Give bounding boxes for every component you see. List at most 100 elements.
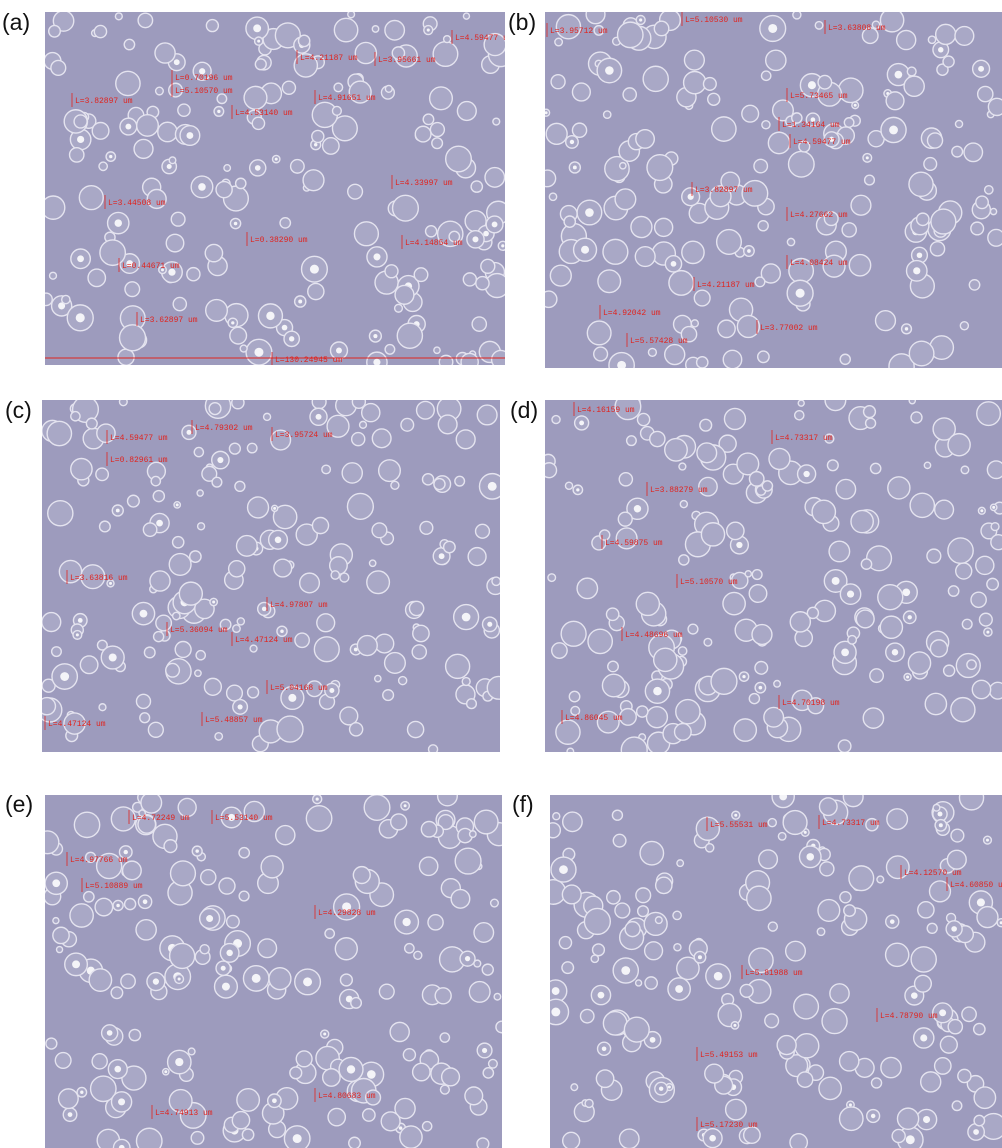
bubble (840, 354, 850, 364)
bubble (909, 172, 933, 196)
bubble-core (913, 267, 920, 274)
bubble-core (125, 124, 131, 130)
bubble (871, 1078, 881, 1088)
bubble (155, 43, 175, 63)
bubble (778, 833, 786, 841)
bubble (572, 83, 590, 101)
bubble-core (698, 955, 702, 959)
bubble (948, 1020, 962, 1034)
bubble (80, 656, 98, 674)
bubble (413, 1063, 430, 1080)
bubble (171, 861, 196, 886)
bubble-core (796, 289, 805, 298)
measurement-label: L=4.78790 um (880, 1012, 938, 1021)
bubble (156, 87, 164, 95)
bubble-core (178, 977, 181, 980)
bubble (577, 578, 597, 598)
bubble (47, 421, 71, 445)
bubble (979, 613, 992, 626)
measurement-label: L=5.10889 um (85, 882, 143, 891)
bubble-core (255, 165, 261, 171)
measurement-label: L=3.88279 um (650, 486, 708, 495)
bubble (461, 353, 478, 370)
bubble (197, 490, 203, 496)
bubble (650, 431, 665, 446)
bubble-core (688, 194, 694, 200)
bubble (455, 476, 465, 486)
bubble-core (427, 28, 430, 31)
bubble (625, 922, 640, 937)
bubble (539, 170, 556, 187)
bubble (911, 412, 922, 423)
bubble (584, 908, 610, 934)
bubble (565, 482, 572, 489)
bubble (391, 481, 399, 489)
bubble (678, 647, 686, 655)
bubble (463, 13, 469, 19)
bubble (795, 1034, 819, 1058)
bubble (489, 1059, 498, 1068)
bubble (92, 1054, 107, 1069)
bubble-core (367, 1070, 376, 1079)
bubble (46, 1038, 57, 1049)
bubble (762, 481, 772, 491)
bubble (742, 105, 759, 122)
bubble-core (639, 18, 642, 21)
bubble (322, 465, 331, 474)
bubble (242, 1129, 253, 1140)
bubble-core (195, 849, 198, 852)
measurement-label: L=0.82961 um (110, 456, 168, 465)
bubble (636, 130, 655, 149)
bubble (360, 421, 367, 428)
bubble (684, 50, 704, 70)
bubble (71, 412, 80, 421)
panel-label: (f) (512, 791, 534, 817)
bubble-core (911, 992, 918, 999)
panel: L=4.16159 umL=4.73317 umL=3.88279 umL=4.… (541, 390, 1002, 763)
bubble (917, 213, 929, 225)
bubble (606, 608, 618, 620)
bubble (36, 831, 59, 854)
measurement-label: L=3.63816 um (70, 574, 128, 583)
bubble (462, 678, 470, 686)
bubble (88, 269, 105, 286)
bubble (680, 501, 687, 508)
bubble (487, 676, 510, 699)
bubble (708, 93, 720, 105)
bubble (342, 463, 362, 483)
bubble-core (174, 59, 180, 65)
bubble (125, 899, 136, 910)
bubble-core (734, 814, 737, 817)
bubble (789, 151, 815, 177)
measurement-label: L=4.97807 um (270, 601, 328, 610)
bubble-core (634, 505, 641, 512)
bubble (969, 280, 979, 290)
bubble (237, 536, 258, 557)
bubble (943, 56, 954, 67)
bubble (119, 398, 127, 406)
bubble (120, 325, 146, 351)
bubble (587, 321, 611, 345)
bubble (665, 439, 688, 462)
bubble (615, 903, 630, 918)
bubble (951, 698, 975, 722)
bubble (724, 408, 745, 429)
bubble (654, 21, 669, 36)
bubble-core (923, 1116, 930, 1123)
bubble (444, 541, 456, 553)
bubble (362, 404, 380, 422)
bubble (768, 922, 777, 931)
bubble (548, 574, 556, 582)
bubble (391, 814, 407, 830)
bubble (465, 1087, 483, 1105)
bubble (545, 823, 560, 838)
bubble (958, 1069, 971, 1082)
bubble (561, 621, 586, 646)
bubble (264, 413, 271, 420)
bubble (430, 87, 453, 110)
bubble (385, 85, 392, 92)
bubble (136, 694, 150, 708)
bubble-core (288, 694, 296, 702)
bubble (977, 907, 998, 928)
